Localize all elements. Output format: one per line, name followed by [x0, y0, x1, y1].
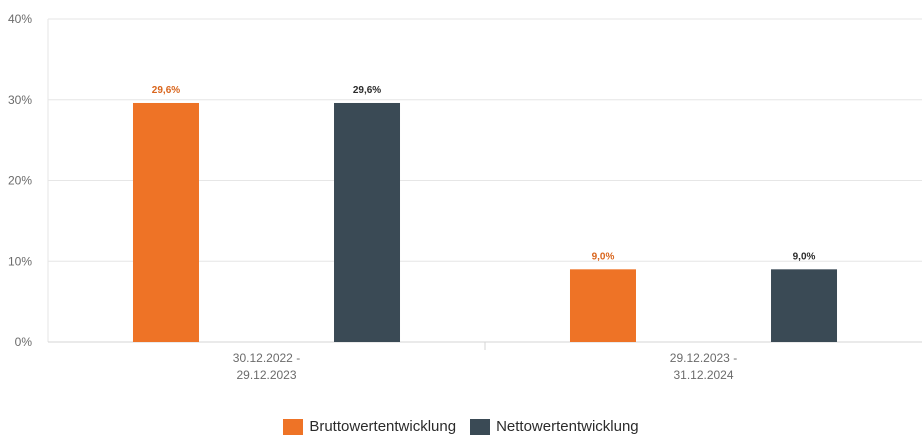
x-tick-label: 31.12.2024 — [673, 368, 733, 382]
data-label: 9,0% — [592, 251, 615, 262]
bars — [132, 102, 838, 342]
axes: 0% 10% 20% 30% 40% 30.12.2022 - 29.12.2023 29.1… — [8, 12, 922, 382]
labels: 29,6% 29,6% 9,0% 9,0% — [152, 85, 816, 262]
data-label: 29,6% — [353, 85, 381, 96]
bar-netto[interactable] — [334, 102, 401, 342]
y-tick-label: 40% — [8, 12, 32, 26]
bar-brutto[interactable] — [569, 269, 636, 342]
legend-item-brutto[interactable]: Bruttowertentwicklung — [283, 418, 456, 435]
x-tick-label: 29.12.2023 — [236, 368, 296, 382]
legend-label-brutto: Bruttowertentwicklung — [309, 418, 457, 435]
legend: Bruttowertentwicklung Nettowertentwicklu… — [0, 418, 922, 435]
data-label: 9,0% — [793, 251, 816, 262]
legend-swatch-netto — [470, 418, 491, 435]
bar-netto[interactable] — [771, 269, 838, 342]
x-tick-label: 29.12.2023 - — [670, 351, 737, 365]
y-tick-label: 30% — [8, 93, 32, 107]
y-tick-label: 20% — [8, 174, 32, 188]
y-tick-label: 0% — [15, 335, 33, 349]
legend-swatch-brutto — [283, 418, 304, 435]
data-label: 29,6% — [152, 85, 180, 96]
bar-brutto[interactable] — [132, 102, 199, 342]
legend-label-netto: Nettowertentwicklung — [496, 418, 639, 435]
y-tick-label: 10% — [8, 254, 32, 268]
legend-item-netto[interactable]: Nettowertentwicklung — [470, 418, 639, 435]
x-tick-label: 30.12.2022 - — [233, 351, 300, 365]
